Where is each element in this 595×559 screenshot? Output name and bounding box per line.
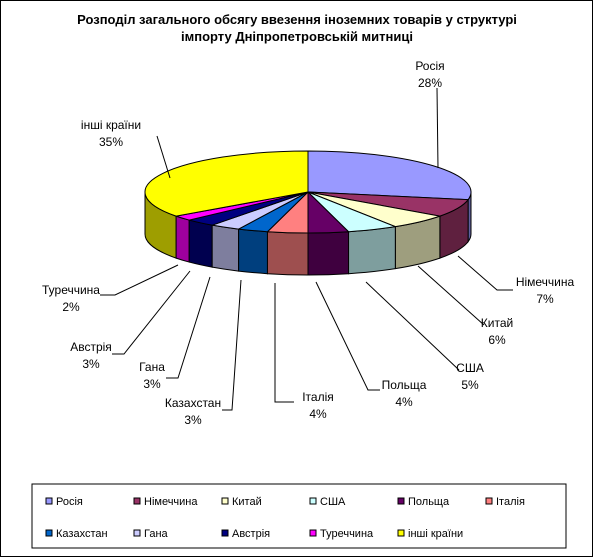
slice-6-leader-line [222, 279, 242, 411]
slice-3-leader-line [365, 281, 460, 371]
slice-10-label-value: 35% [99, 135, 123, 149]
slice-0-leader-line [436, 87, 439, 169]
slice-5-side [266, 231, 309, 276]
slice-5-leader-line [274, 283, 294, 403]
legend-entry-2: Китай [232, 496, 262, 508]
slice-9-label-value: 2% [62, 300, 80, 314]
slice-3-side [348, 226, 396, 275]
slice-4-label-value: 4% [395, 395, 413, 409]
legend-swatch-1 [133, 497, 141, 505]
legend-entry-4: Польща [408, 496, 450, 508]
legend-swatch-4 [397, 497, 405, 505]
slice-7-label-name: Гана [139, 360, 165, 374]
slice-3-label-name: США [456, 361, 484, 375]
legend-swatch-3 [309, 497, 317, 505]
slice-8-label-value: 3% [82, 357, 100, 371]
slice-5-label-name: Італія [302, 390, 334, 404]
chart-title-line-1: Розподіл загального обсягу ввезення іноз… [77, 12, 517, 27]
legend-swatch-8 [221, 529, 229, 537]
slice-6-label-name: Казахстан [165, 396, 221, 410]
legend-swatch-6 [45, 529, 53, 537]
slice-6-label-value: 3% [184, 413, 202, 427]
slice-9-side [175, 215, 190, 263]
slice-2-label-value: 6% [488, 333, 506, 347]
legend-swatch-10 [397, 529, 405, 537]
slice-10-leader-line [156, 135, 171, 179]
legend-entry-10: інші країни [408, 528, 463, 540]
slice-1-leader-line [457, 255, 513, 291]
legend-box [31, 483, 567, 549]
slice-10-top [144, 150, 309, 217]
slice-8-label-name: Австрія [70, 340, 112, 354]
legend-entry-8: Австрія [232, 528, 270, 540]
legend: Росія Німеччина Китай США Польща Італія Казахс… [31, 483, 567, 549]
slice-6-side [238, 228, 268, 275]
chart-title: Розподіл загального обсягу ввезення іноз… [77, 12, 517, 44]
slice-4-side [307, 231, 350, 276]
legend-entry-5: Італія [496, 496, 525, 508]
slice-4-leader-line [315, 281, 380, 391]
slice-1-label-value: 7% [536, 292, 554, 306]
leader-lines [100, 87, 513, 411]
slice-2-label-name: Китай [481, 316, 513, 330]
slice-3-label-value: 5% [461, 378, 479, 392]
slice-2-leader-line [417, 265, 485, 326]
legend-swatch-0 [45, 497, 53, 505]
slice-0-label-value: 28% [418, 76, 442, 90]
slice-9-leader-line [100, 264, 179, 296]
slice-0-label-name: Росія [415, 59, 444, 73]
slice-7-label-value: 3% [143, 377, 161, 391]
chart-title-line-2: імпорту Дніпропетровській митниці [181, 29, 413, 44]
slice-1-label-name: Німеччина [516, 275, 575, 289]
slice-8-leader-line [112, 270, 191, 355]
slice-8-side [188, 219, 213, 268]
data-labels: Росія 28% Німеччина 7% Китай 6% США 5% Польща 4% І… [42, 59, 574, 427]
legend-swatch-5 [485, 497, 493, 505]
slice-9-label-name: Туреччина [42, 283, 100, 297]
slice-7-leader-line [166, 276, 211, 379]
slice-10-label-name: інші країни [81, 118, 141, 132]
legend-entry-7: Гана [144, 528, 169, 540]
slice-4-label-name: Польща [382, 378, 427, 392]
legend-entry-6: Казахстан [56, 528, 108, 540]
pie-tops [144, 150, 472, 234]
legend-entry-0: Росія [56, 496, 83, 508]
legend-entry-1: Німеччина [144, 496, 198, 508]
slice-5-label-value: 4% [309, 407, 327, 421]
slice-0-top [307, 150, 472, 201]
legend-swatch-9 [309, 529, 317, 537]
legend-entry-9: Туреччина [320, 528, 374, 540]
slice-7-side [211, 224, 240, 272]
legend-swatch-2 [221, 497, 229, 505]
legend-entry-3: США [320, 496, 346, 508]
legend-swatch-7 [133, 529, 141, 537]
